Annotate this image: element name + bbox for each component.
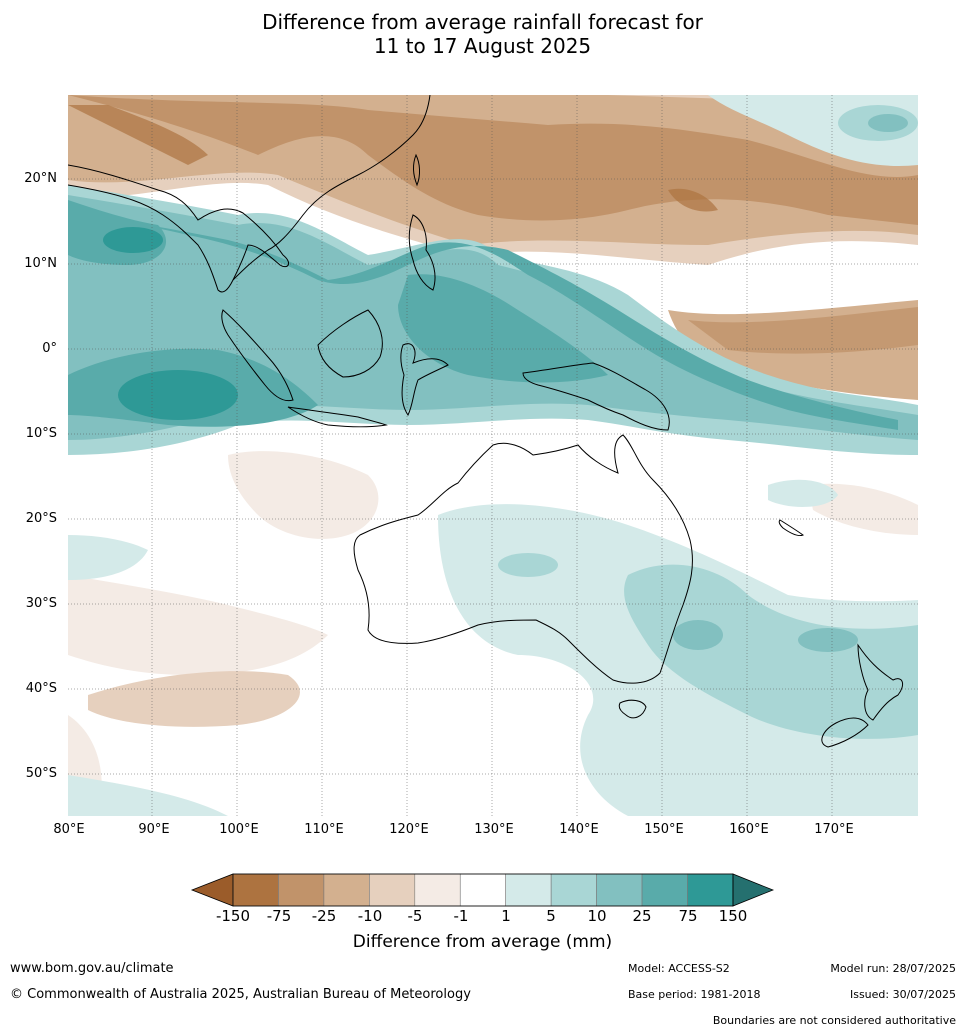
lon-label-150e: 150°E — [644, 822, 684, 837]
graticule — [68, 95, 918, 816]
lon-label-90e: 90°E — [138, 822, 170, 837]
colorbar-cell — [505, 873, 552, 907]
colorbar-extend-high — [732, 873, 775, 907]
map-canvas — [68, 95, 918, 816]
lat-label-10n: 10°N — [24, 256, 57, 271]
lat-label-20s: 20°S — [25, 511, 57, 526]
lat-label-0: 0° — [42, 341, 57, 356]
lon-label-170e: 170°E — [814, 822, 854, 837]
colorbar-cell — [232, 873, 279, 907]
boundaries-disclaimer: Boundaries are not considered authoritat… — [712, 1014, 956, 1027]
title-line-1: Difference from average rainfall forecas… — [262, 10, 703, 34]
colorbar-cell — [414, 873, 461, 907]
colorbar-tick: 10 — [587, 907, 607, 925]
colorbar-tick: -150 — [215, 907, 251, 925]
website-link[interactable]: www.bom.gov.au/climate — [10, 961, 174, 976]
coastlines — [68, 95, 904, 748]
copyright-text: © Commonwealth of Australia 2025, Austra… — [10, 987, 471, 1002]
colorbar-tick: -75 — [266, 907, 292, 925]
colorbar-tick: -5 — [407, 907, 423, 925]
lat-label-20n: 20°N — [24, 171, 57, 186]
lat-label-10s: 10°S — [25, 426, 57, 441]
colorbar — [190, 873, 775, 907]
lon-label-120e: 120°E — [389, 822, 429, 837]
lon-label-160e: 160°E — [729, 822, 769, 837]
lon-label-140e: 140°E — [559, 822, 599, 837]
issued-text: Issued: 30/07/2025 — [849, 988, 956, 1001]
colorbar-tick: 75 — [678, 907, 698, 925]
colorbar-cell — [641, 873, 688, 907]
colorbar-cell — [550, 873, 597, 907]
model-run-text: Model run: 28/07/2025 — [830, 962, 956, 975]
colorbar-tick: -1 — [453, 907, 469, 925]
colorbar-cell — [278, 873, 325, 907]
lat-label-40s: 40°S — [25, 681, 57, 696]
rainfall-anomaly-map — [68, 95, 918, 816]
lon-label-100e: 100°E — [219, 822, 259, 837]
lon-label-80e: 80°E — [53, 822, 85, 837]
lon-label-110e: 110°E — [304, 822, 344, 837]
colorbar-tick: 25 — [632, 907, 652, 925]
model-text: Model: ACCESS-S2 — [628, 962, 730, 975]
colorbar-tick: 150 — [718, 907, 748, 925]
colorbar-frame — [232, 873, 734, 907]
colorbar-label: Difference from average (mm) — [352, 932, 613, 952]
colorbar-extend-low — [190, 873, 234, 907]
colorbar-cell — [687, 873, 734, 907]
map-title: Difference from average rainfall forecas… — [0, 10, 965, 58]
base-period-text: Base period: 1981-2018 — [628, 988, 761, 1001]
lon-label-130e: 130°E — [474, 822, 514, 837]
lat-label-50s: 50°S — [25, 766, 57, 781]
colorbar-cell — [596, 873, 643, 907]
colorbar-cell — [459, 873, 507, 907]
colorbar-tick: -10 — [357, 907, 383, 925]
colorbar-tick: -25 — [311, 907, 337, 925]
lat-label-30s: 30°S — [25, 596, 57, 611]
colorbar-cell — [323, 873, 370, 907]
colorbar-tick: 1 — [501, 907, 511, 925]
colorbar-tick: 5 — [546, 907, 556, 925]
title-line-2: 11 to 17 August 2025 — [373, 34, 592, 58]
colorbar-cell — [369, 873, 416, 907]
